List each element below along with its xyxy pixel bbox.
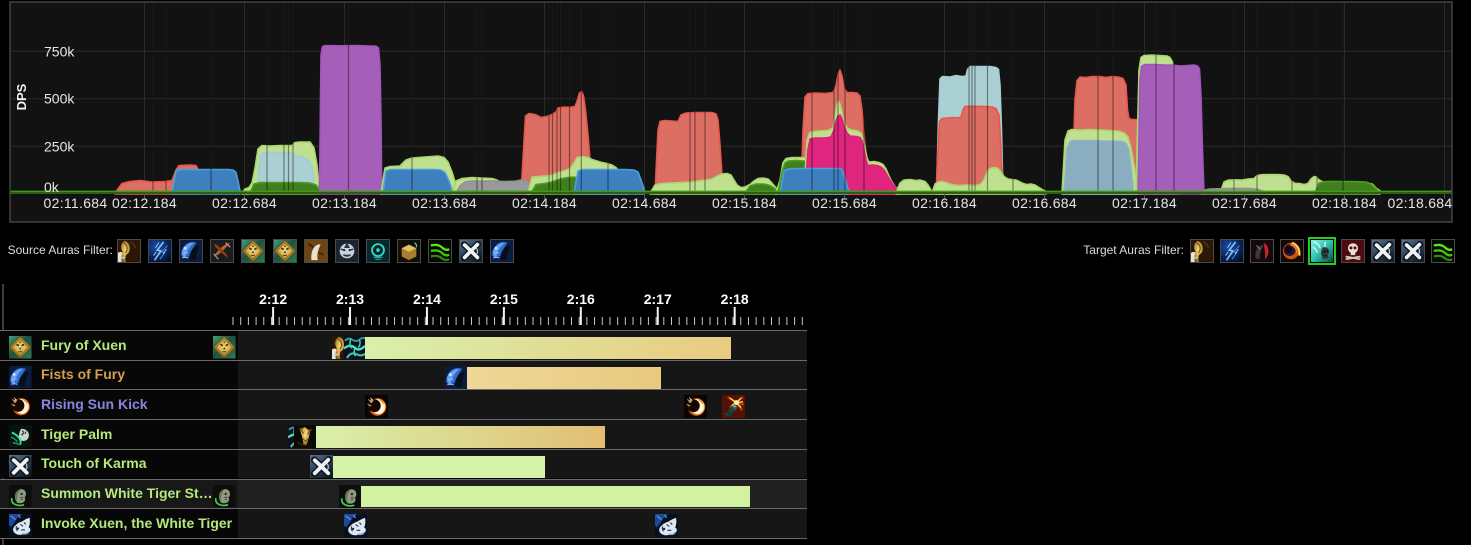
svg-text:02:18.184: 02:18.184	[1312, 195, 1377, 211]
svg-text:02:15.684: 02:15.684	[812, 195, 877, 211]
svg-text:500k: 500k	[44, 91, 75, 107]
svg-text:02:17.184: 02:17.184	[1112, 195, 1177, 211]
svg-text:DPS: DPS	[14, 83, 29, 110]
svg-text:02:11.684: 02:11.684	[44, 195, 108, 211]
svg-text:02:13.184: 02:13.184	[312, 195, 377, 211]
svg-text:02:16.684: 02:16.684	[1012, 195, 1077, 211]
svg-text:02:13.684: 02:13.684	[412, 195, 477, 211]
svg-text:02:18.684: 02:18.684	[1388, 195, 1453, 211]
svg-text:02:12.684: 02:12.684	[212, 195, 277, 211]
svg-text:750k: 750k	[44, 43, 75, 59]
svg-text:02:15.184: 02:15.184	[712, 195, 777, 211]
svg-text:250k: 250k	[44, 138, 75, 154]
svg-text:02:14.184: 02:14.184	[512, 195, 577, 211]
svg-text:02:14.684: 02:14.684	[612, 195, 677, 211]
svg-text:0k: 0k	[44, 179, 60, 195]
svg-text:02:16.184: 02:16.184	[912, 195, 977, 211]
svg-text:02:17.684: 02:17.684	[1212, 195, 1277, 211]
svg-text:02:12.184: 02:12.184	[112, 195, 177, 211]
